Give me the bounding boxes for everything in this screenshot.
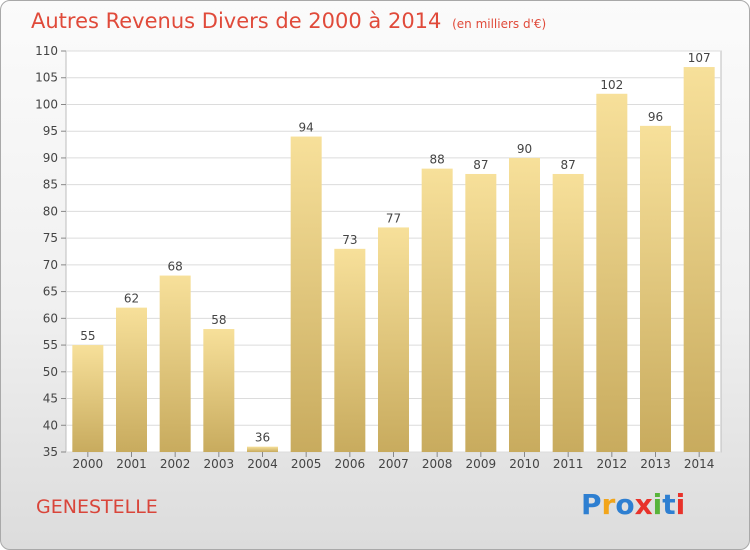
bar: [116, 307, 147, 452]
y-tick-label: 55: [43, 338, 58, 352]
y-tick-label: 50: [43, 365, 58, 379]
logo-letter: x: [634, 488, 653, 521]
x-tick-label: 2014: [684, 457, 715, 471]
y-tick-label: 110: [35, 44, 58, 58]
y-tick-label: 45: [43, 392, 58, 406]
x-tick-label: 2005: [291, 457, 322, 471]
bar: [203, 329, 235, 452]
bar: [596, 93, 628, 453]
proxiti-logo: Proxiti: [581, 488, 685, 521]
y-tick-label: 90: [43, 151, 58, 165]
bar: [334, 248, 366, 452]
y-tick-label: 85: [43, 178, 58, 192]
bar: [640, 125, 671, 452]
bar-value-label: 62: [124, 292, 139, 306]
bar-value-label: 73: [342, 233, 357, 247]
bar: [290, 136, 322, 452]
bar: [509, 157, 540, 452]
bar-value-label: 88: [430, 153, 445, 167]
logo-letter: i: [675, 488, 686, 521]
bar: [465, 173, 497, 452]
x-tick-label: 2010: [509, 457, 540, 471]
bar-value-label: 87: [473, 158, 488, 172]
logo-letter: o: [615, 488, 635, 521]
logo-letter: t: [662, 488, 676, 521]
x-axis: 2000 2001 2002 2003 2004 2005 2006 2007 2008 2009…: [73, 452, 715, 471]
y-tick-label: 35: [43, 445, 58, 459]
bar: [552, 173, 584, 452]
bar: [683, 67, 715, 452]
bar-value-label: 102: [600, 78, 623, 92]
bar: [72, 345, 104, 452]
y-tick-label: 105: [35, 71, 58, 85]
bar-value-label: 96: [648, 110, 663, 124]
x-tick-label: 2001: [116, 457, 147, 471]
bar: [378, 227, 409, 452]
bar-value-label: 68: [168, 260, 183, 274]
x-tick-label: 2004: [247, 457, 278, 471]
x-tick-label: 2006: [335, 457, 366, 471]
bar-value-label: 107: [688, 51, 711, 65]
y-tick-label: 95: [43, 124, 58, 138]
x-tick-label: 2008: [422, 457, 453, 471]
chart-title: Autres Revenus Divers de 2000 à 2014 (en…: [31, 9, 546, 33]
bar-value-label: 94: [299, 121, 314, 135]
bar-value-label: 77: [386, 211, 401, 225]
location-label: GENESTELLE: [36, 496, 158, 518]
logo-letter: i: [652, 488, 663, 521]
x-tick-label: 2003: [204, 457, 235, 471]
bar-value-label: 58: [211, 313, 226, 327]
y-tick-label: 100: [35, 97, 58, 111]
y-tick-label: 60: [43, 311, 58, 325]
y-tick-label: 70: [43, 258, 58, 272]
logo-letter: P: [581, 488, 602, 521]
bars: 55 62 68 58 36 94 73 77 88 87 90 87 102 96 107: [72, 51, 715, 453]
bar: [421, 168, 453, 453]
x-tick-label: 2011: [553, 457, 584, 471]
y-tick-label: 75: [43, 231, 58, 245]
x-tick-label: 2012: [597, 457, 628, 471]
y-axis: 35 40 45 50 55 60 65 70 75 80 85 90 95 100 105 110: [35, 44, 66, 459]
x-tick-label: 2009: [466, 457, 497, 471]
y-tick-label: 65: [43, 285, 58, 299]
x-tick-label: 2000: [73, 457, 104, 471]
y-tick-label: 80: [43, 204, 58, 218]
y-tick-label: 40: [43, 418, 58, 432]
chart-subtitle: (en milliers d'€): [452, 17, 547, 31]
bar-value-label: 90: [517, 142, 532, 156]
bar-value-label: 55: [80, 329, 95, 343]
x-tick-label: 2007: [378, 457, 409, 471]
bar: [159, 275, 191, 452]
logo-letter: r: [601, 488, 616, 521]
bar-value-label: 36: [255, 431, 270, 445]
bar-value-label: 87: [561, 158, 576, 172]
chart-title-text: Autres Revenus Divers de 2000 à 2014: [31, 9, 442, 33]
bar: [247, 446, 278, 452]
x-tick-label: 2013: [640, 457, 671, 471]
x-tick-label: 2002: [160, 457, 191, 471]
